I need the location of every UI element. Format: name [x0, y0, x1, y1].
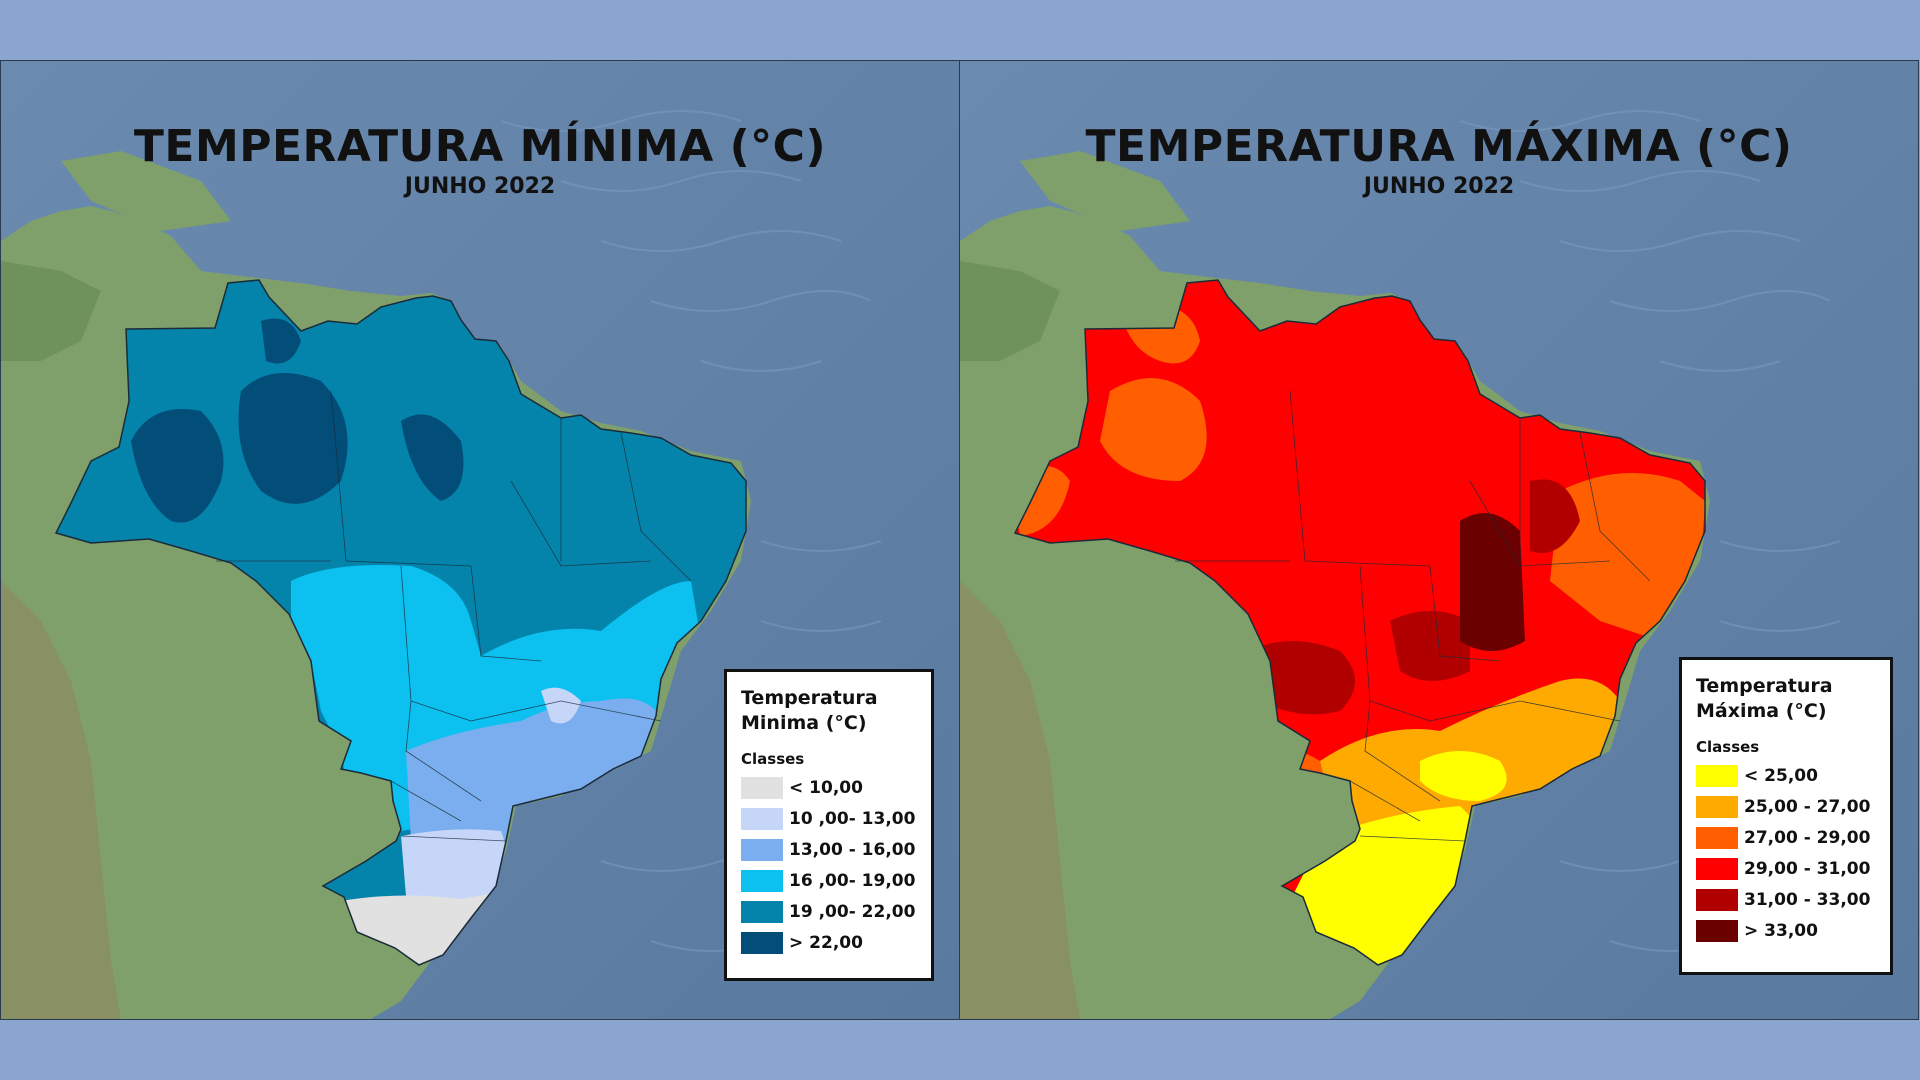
andes-relief: [960, 581, 1080, 1019]
northwest-relief: [960, 261, 1060, 361]
max-temp-panel: TEMPERATURA MÁXIMA (°C) JUNHO 2022 Tempe…: [959, 60, 1919, 1020]
northwest-relief: [1, 261, 101, 361]
zone-10-13: [401, 829, 511, 906]
legend-label: 19 ,00- 22,00: [789, 901, 916, 922]
legend-title: Temperatura Máxima (°C): [1696, 675, 1833, 722]
legend-label: 29,00 - 31,00: [1744, 858, 1871, 879]
legend-swatch: [1696, 857, 1738, 880]
caribbean-coast: [1020, 151, 1190, 231]
legend-label: 10 ,00- 13,00: [789, 808, 916, 829]
min-temp-title: TEMPERATURA MÍNIMA (°C): [133, 121, 827, 172]
zone-31-33-a: [1250, 641, 1355, 715]
legend-swatch: [1696, 795, 1738, 818]
legend-label: < 10,00: [789, 777, 863, 798]
maps-frame: TEMPERATURA MÍNIMA (°C) JUNHO 2022 Tempe…: [0, 60, 1920, 1020]
zone-31-33-b: [1390, 611, 1470, 681]
brazil-outline: [54, 279, 747, 966]
legend-swatch: [1696, 888, 1738, 911]
legend-item: 19 ,00- 22,00: [741, 896, 917, 927]
zone-under-25-patch: [1420, 751, 1507, 801]
legend-item: 16 ,00- 19,00: [741, 865, 917, 896]
legend-item: 13,00 - 16,00: [741, 834, 917, 865]
zone-31-33-c: [1530, 479, 1580, 553]
zone-under-10: [331, 891, 506, 965]
legend-item: < 10,00: [741, 772, 917, 803]
max-temp-subtitle: JUNHO 2022: [1363, 174, 1515, 199]
zone-over-22-c: [401, 414, 464, 501]
legend-classes-label: Classes: [1696, 738, 1760, 756]
legend-swatch: [741, 900, 783, 923]
legend-label: > 22,00: [789, 932, 863, 953]
legend-item: > 33,00: [1696, 915, 1876, 946]
legend-label: 13,00 - 16,00: [789, 839, 916, 860]
legend-item: < 25,00: [1696, 760, 1876, 791]
min-temp-map: [1, 61, 959, 1019]
legend-item: > 22,00: [741, 927, 917, 958]
legend-item: 10 ,00- 13,00: [741, 803, 917, 834]
legend-swatch: [1696, 764, 1738, 787]
legend-swatch: [741, 931, 783, 954]
zone-27-29-amazon: [1100, 378, 1207, 481]
state-borders: [216, 390, 692, 842]
legend-item: 29,00 - 31,00: [1696, 853, 1876, 884]
max-temp-legend: Temperatura Máxima (°C) Classes < 25,00 …: [1679, 657, 1893, 975]
legend-title: Temperatura Minima (°C): [741, 687, 878, 734]
caribbean-coast: [61, 151, 231, 231]
legend-swatch: [1696, 919, 1738, 942]
legend-label: 25,00 - 27,00: [1744, 796, 1871, 817]
legend-label: 16 ,00- 19,00: [789, 870, 916, 891]
legend-item: 27,00 - 29,00: [1696, 822, 1876, 853]
zone-over-33: [1460, 513, 1525, 651]
legend-swatch: [741, 838, 783, 861]
min-temp-subtitle: JUNHO 2022: [404, 174, 556, 199]
zone-over-22-a: [131, 409, 224, 523]
zone-27-29-northeast: [1550, 473, 1705, 641]
legend-swatch: [1696, 826, 1738, 849]
max-temp-map: [960, 61, 1918, 1019]
brazil-outline: [1013, 279, 1706, 966]
max-temp-title: TEMPERATURA MÁXIMA (°C): [1085, 121, 1793, 172]
legend-item: 31,00 - 33,00: [1696, 884, 1876, 915]
legend-label: 27,00 - 29,00: [1744, 827, 1871, 848]
zone-10-13-patch: [541, 687, 581, 724]
state-borders: [1175, 390, 1651, 842]
legend-swatch: [741, 807, 783, 830]
andes-relief: [1, 581, 121, 1019]
legend-label: < 25,00: [1744, 765, 1818, 786]
legend-item: 25,00 - 27,00: [1696, 791, 1876, 822]
ocean-relief: [500, 110, 892, 952]
legend-classes-label: Classes: [741, 750, 805, 768]
min-temp-panel: TEMPERATURA MÍNIMA (°C) JUNHO 2022 Tempe…: [0, 60, 960, 1020]
legend-label: > 33,00: [1744, 920, 1818, 941]
zone-over-22-d: [261, 318, 301, 364]
min-temp-legend: Temperatura Minima (°C) Classes < 10,00 …: [724, 669, 934, 981]
zone-over-22-b: [238, 373, 348, 504]
legend-swatch: [741, 776, 783, 799]
legend-label: 31,00 - 33,00: [1744, 889, 1871, 910]
legend-swatch: [741, 869, 783, 892]
